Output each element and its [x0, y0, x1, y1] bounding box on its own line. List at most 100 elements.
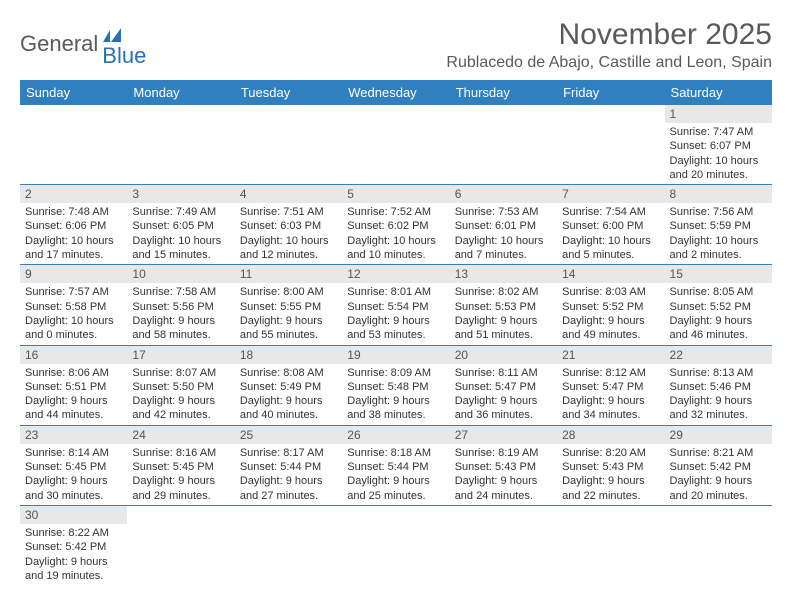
daylight-text: Daylight: 9 hours and 25 minutes.: [347, 474, 444, 503]
daylight-text: Daylight: 9 hours and 51 minutes.: [455, 314, 552, 343]
sunrise-text: Sunrise: 8:18 AM: [347, 446, 444, 460]
calendar-day-cell: 1Sunrise: 7:47 AMSunset: 6:07 PMDaylight…: [665, 105, 772, 185]
day-details: Sunrise: 7:58 AMSunset: 5:56 PMDaylight:…: [127, 283, 234, 344]
day-details: Sunrise: 8:05 AMSunset: 5:52 PMDaylight:…: [665, 283, 772, 344]
day-number: 12: [342, 265, 449, 283]
day-details: Sunrise: 7:47 AMSunset: 6:07 PMDaylight:…: [665, 123, 772, 184]
sunset-text: Sunset: 5:42 PM: [670, 460, 767, 474]
sunset-text: Sunset: 5:59 PM: [670, 219, 767, 233]
daylight-text: Daylight: 9 hours and 40 minutes.: [240, 394, 337, 423]
daylight-text: Daylight: 9 hours and 44 minutes.: [25, 394, 122, 423]
day-details: Sunrise: 8:20 AMSunset: 5:43 PMDaylight:…: [557, 444, 664, 505]
calendar-day-cell: 23Sunrise: 8:14 AMSunset: 5:45 PMDayligh…: [20, 425, 127, 505]
day-number: 22: [665, 346, 772, 364]
sunrise-text: Sunrise: 8:12 AM: [562, 366, 659, 380]
day-number: 9: [20, 265, 127, 283]
daylight-text: Daylight: 9 hours and 46 minutes.: [670, 314, 767, 343]
day-number: 8: [665, 185, 772, 203]
sunset-text: Sunset: 5:44 PM: [240, 460, 337, 474]
daylight-text: Daylight: 9 hours and 36 minutes.: [455, 394, 552, 423]
calendar-empty-cell: [450, 105, 557, 185]
daylight-text: Daylight: 9 hours and 38 minutes.: [347, 394, 444, 423]
daylight-text: Daylight: 10 hours and 15 minutes.: [132, 234, 229, 263]
daylight-text: Daylight: 10 hours and 0 minutes.: [25, 314, 122, 343]
day-number: 15: [665, 265, 772, 283]
daylight-text: Daylight: 9 hours and 19 minutes.: [25, 555, 122, 584]
sunrise-text: Sunrise: 7:48 AM: [25, 205, 122, 219]
sunrise-text: Sunrise: 8:01 AM: [347, 285, 444, 299]
day-number: 26: [342, 426, 449, 444]
calendar-day-cell: 28Sunrise: 8:20 AMSunset: 5:43 PMDayligh…: [557, 425, 664, 505]
daylight-text: Daylight: 9 hours and 20 minutes.: [670, 474, 767, 503]
sunrise-text: Sunrise: 8:22 AM: [25, 526, 122, 540]
daylight-text: Daylight: 9 hours and 27 minutes.: [240, 474, 337, 503]
day-details: Sunrise: 7:48 AMSunset: 6:06 PMDaylight:…: [20, 203, 127, 264]
sunset-text: Sunset: 6:03 PM: [240, 219, 337, 233]
day-details: Sunrise: 7:53 AMSunset: 6:01 PMDaylight:…: [450, 203, 557, 264]
calendar-row: 2Sunrise: 7:48 AMSunset: 6:06 PMDaylight…: [20, 185, 772, 265]
calendar-day-cell: 13Sunrise: 8:02 AMSunset: 5:53 PMDayligh…: [450, 265, 557, 345]
sunset-text: Sunset: 5:42 PM: [25, 540, 122, 554]
day-number: 17: [127, 346, 234, 364]
daylight-text: Daylight: 9 hours and 42 minutes.: [132, 394, 229, 423]
day-details: Sunrise: 7:54 AMSunset: 6:00 PMDaylight:…: [557, 203, 664, 264]
day-details: Sunrise: 8:13 AMSunset: 5:46 PMDaylight:…: [665, 364, 772, 425]
sunrise-text: Sunrise: 7:51 AM: [240, 205, 337, 219]
sunset-text: Sunset: 5:48 PM: [347, 380, 444, 394]
sunset-text: Sunset: 6:02 PM: [347, 219, 444, 233]
daylight-text: Daylight: 10 hours and 5 minutes.: [562, 234, 659, 263]
sunset-text: Sunset: 5:47 PM: [562, 380, 659, 394]
sunset-text: Sunset: 5:58 PM: [25, 300, 122, 314]
daylight-text: Daylight: 9 hours and 32 minutes.: [670, 394, 767, 423]
sunset-text: Sunset: 5:43 PM: [455, 460, 552, 474]
sunset-text: Sunset: 5:51 PM: [25, 380, 122, 394]
day-details: Sunrise: 7:52 AMSunset: 6:02 PMDaylight:…: [342, 203, 449, 264]
day-details: Sunrise: 8:07 AMSunset: 5:50 PMDaylight:…: [127, 364, 234, 425]
calendar-empty-cell: [665, 505, 772, 585]
day-number: 4: [235, 185, 342, 203]
weekday-header: Wednesday: [342, 80, 449, 105]
sunset-text: Sunset: 5:54 PM: [347, 300, 444, 314]
day-details: Sunrise: 8:17 AMSunset: 5:44 PMDaylight:…: [235, 444, 342, 505]
calendar-day-cell: 17Sunrise: 8:07 AMSunset: 5:50 PMDayligh…: [127, 345, 234, 425]
day-number: 6: [450, 185, 557, 203]
calendar-day-cell: 25Sunrise: 8:17 AMSunset: 5:44 PMDayligh…: [235, 425, 342, 505]
day-number: 5: [342, 185, 449, 203]
sunset-text: Sunset: 6:07 PM: [670, 139, 767, 153]
sunset-text: Sunset: 6:06 PM: [25, 219, 122, 233]
sunrise-text: Sunrise: 8:00 AM: [240, 285, 337, 299]
day-number: 16: [20, 346, 127, 364]
day-details: Sunrise: 8:19 AMSunset: 5:43 PMDaylight:…: [450, 444, 557, 505]
calendar-day-cell: 6Sunrise: 7:53 AMSunset: 6:01 PMDaylight…: [450, 185, 557, 265]
calendar-row: 30Sunrise: 8:22 AMSunset: 5:42 PMDayligh…: [20, 505, 772, 585]
calendar-day-cell: 29Sunrise: 8:21 AMSunset: 5:42 PMDayligh…: [665, 425, 772, 505]
calendar-day-cell: 20Sunrise: 8:11 AMSunset: 5:47 PMDayligh…: [450, 345, 557, 425]
daylight-text: Daylight: 10 hours and 7 minutes.: [455, 234, 552, 263]
calendar-day-cell: 9Sunrise: 7:57 AMSunset: 5:58 PMDaylight…: [20, 265, 127, 345]
weekday-header: Tuesday: [235, 80, 342, 105]
calendar-empty-cell: [450, 505, 557, 585]
weekday-header: Monday: [127, 80, 234, 105]
day-details: Sunrise: 8:22 AMSunset: 5:42 PMDaylight:…: [20, 524, 127, 585]
day-details: Sunrise: 8:02 AMSunset: 5:53 PMDaylight:…: [450, 283, 557, 344]
sunrise-text: Sunrise: 7:58 AM: [132, 285, 229, 299]
daylight-text: Daylight: 10 hours and 2 minutes.: [670, 234, 767, 263]
calendar-row: 23Sunrise: 8:14 AMSunset: 5:45 PMDayligh…: [20, 425, 772, 505]
day-number: 28: [557, 426, 664, 444]
calendar-day-cell: 22Sunrise: 8:13 AMSunset: 5:46 PMDayligh…: [665, 345, 772, 425]
sunrise-text: Sunrise: 8:21 AM: [670, 446, 767, 460]
sunset-text: Sunset: 6:05 PM: [132, 219, 229, 233]
calendar-day-cell: 11Sunrise: 8:00 AMSunset: 5:55 PMDayligh…: [235, 265, 342, 345]
daylight-text: Daylight: 9 hours and 58 minutes.: [132, 314, 229, 343]
sunrise-text: Sunrise: 8:19 AM: [455, 446, 552, 460]
sunset-text: Sunset: 5:47 PM: [455, 380, 552, 394]
sunset-text: Sunset: 5:46 PM: [670, 380, 767, 394]
sunset-text: Sunset: 5:45 PM: [25, 460, 122, 474]
logo-text-general: General: [20, 31, 98, 57]
daylight-text: Daylight: 9 hours and 30 minutes.: [25, 474, 122, 503]
calendar-empty-cell: [127, 505, 234, 585]
daylight-text: Daylight: 10 hours and 17 minutes.: [25, 234, 122, 263]
calendar-row: 1Sunrise: 7:47 AMSunset: 6:07 PMDaylight…: [20, 105, 772, 185]
day-number: 19: [342, 346, 449, 364]
sunrise-text: Sunrise: 7:53 AM: [455, 205, 552, 219]
